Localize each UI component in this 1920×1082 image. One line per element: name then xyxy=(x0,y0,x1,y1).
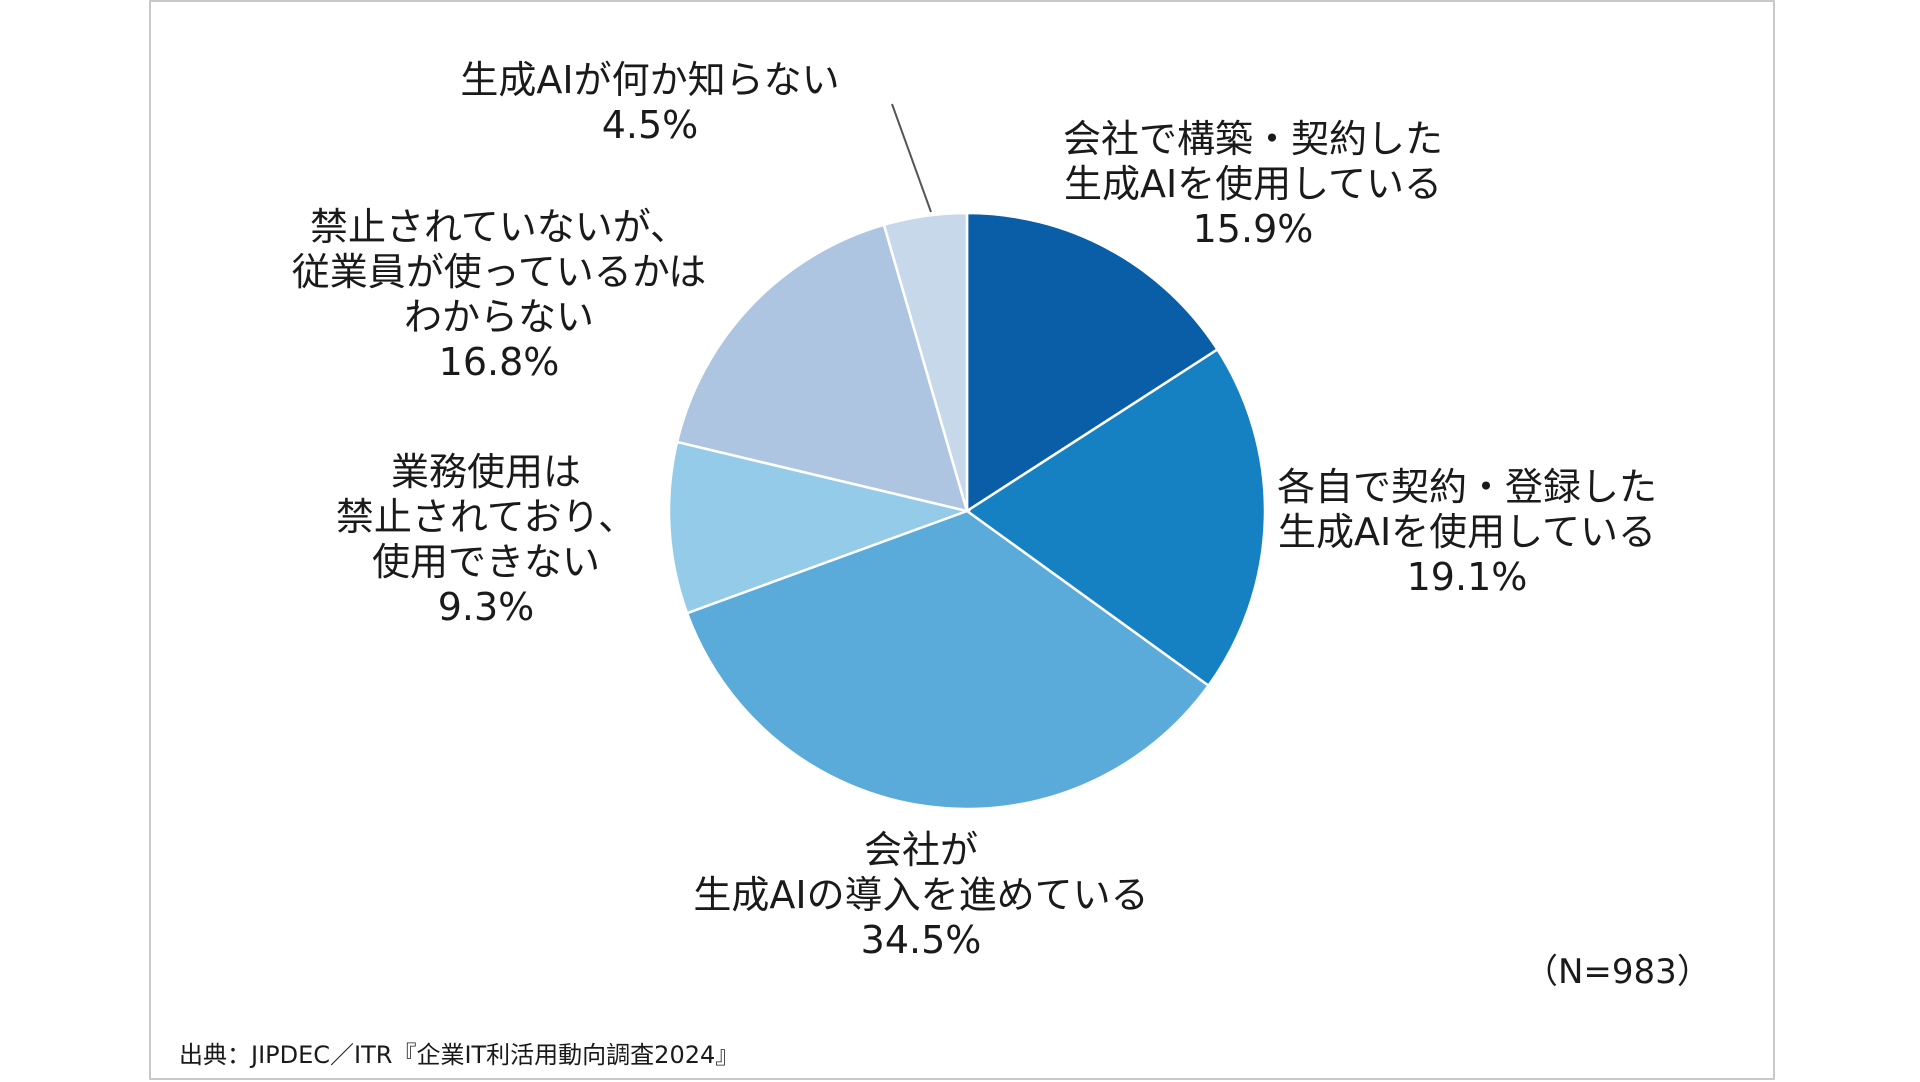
slice-label-2: 会社が 生成AIの導入を進めている 34.5% xyxy=(693,828,1148,963)
pie-chart xyxy=(667,103,1267,811)
slice-label-1-line-0: 各自で契約・登録した xyxy=(1276,465,1658,509)
slice-label-4-line-0: 禁止されていないが、 xyxy=(309,205,689,249)
sample-size-note: （N=983） xyxy=(1524,952,1711,992)
slice-label-3-line-2: 使用できない xyxy=(371,540,601,584)
slice-value-4: 16.8% xyxy=(438,340,560,384)
pie-slice-5 xyxy=(882,211,969,512)
pie-slice-3 xyxy=(667,440,972,615)
slice-label-5-line-0: 生成AIが何か知らない xyxy=(460,58,840,102)
source-note: 出典：JIPDEC／ITR『企業IT利活用動向調査2024』 xyxy=(179,1041,740,1069)
slice-label-0-line-0: 会社で構築・契約した xyxy=(1062,117,1444,161)
slice-label-2-line-0: 会社が xyxy=(863,828,978,872)
slice-value-2: 34.5% xyxy=(860,918,982,962)
slice-label-0: 会社で構築・契約した 生成AIを使用している 15.9% xyxy=(1063,117,1443,252)
slice-label-5: 生成AIが何か知らない 4.5% xyxy=(460,58,839,148)
slice-label-1: 各自で契約・登録した 生成AIを使用している 19.1% xyxy=(1277,465,1657,600)
slice-label-2-line-1: 生成AIの導入を進めている xyxy=(693,873,1149,917)
pie-slice-0 xyxy=(965,211,1220,514)
slice-label-3: 業務使用は 禁止されており、 使用できない 9.3% xyxy=(336,450,636,630)
chart-frame: 会社で構築・契約した 生成AIを使用している 15.9% 各自で契約・登録した … xyxy=(149,0,1775,1080)
slice-label-1-line-1: 生成AIを使用している xyxy=(1277,510,1657,554)
slice-value-3: 9.3% xyxy=(437,585,535,629)
slice-label-4-line-2: わからない xyxy=(403,295,594,339)
slice-label-4-line-1: 従業員が使っているかは xyxy=(291,250,707,294)
pie-slice-4 xyxy=(675,223,969,513)
leader-line xyxy=(891,103,932,213)
pie-slice-1 xyxy=(964,347,1267,688)
slice-value-1: 19.1% xyxy=(1406,555,1528,599)
slice-label-0-line-1: 生成AIを使用している xyxy=(1063,162,1443,206)
slice-label-3-line-1: 禁止されており、 xyxy=(335,495,637,539)
slice-value-5: 4.5% xyxy=(601,103,699,147)
slice-label-3-line-0: 業務使用は xyxy=(390,450,582,494)
pie-slice-2 xyxy=(685,509,1211,811)
slice-label-4: 禁止されていないが、 従業員が使っているかは わからない 16.8% xyxy=(292,205,707,385)
slice-value-0: 15.9% xyxy=(1192,207,1314,251)
